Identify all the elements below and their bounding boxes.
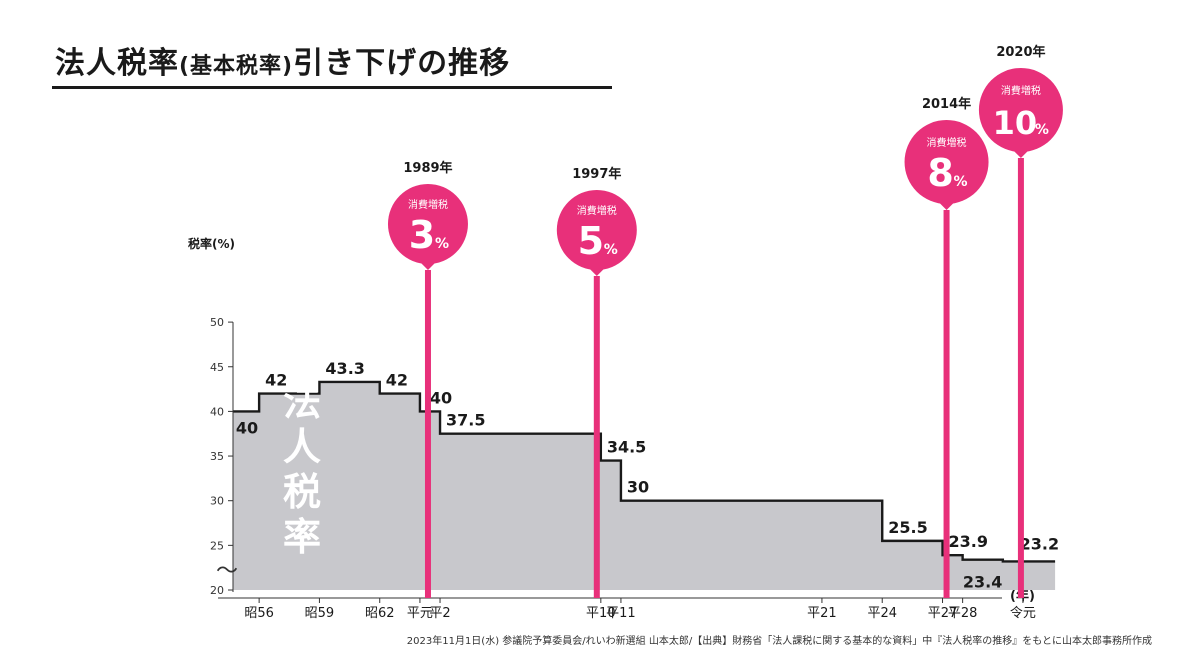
- event-rate: 10: [993, 104, 1038, 142]
- title-tail: 引き下げの推移: [293, 46, 511, 81]
- x-tick-label: 平24: [867, 606, 897, 621]
- y-tick-label: 50: [210, 316, 224, 329]
- event-year-label: 1997年: [572, 166, 621, 182]
- event-badge: [556, 190, 637, 270]
- data-label: 25.5: [888, 518, 927, 537]
- y-tick-label: 40: [210, 405, 224, 418]
- title-main: 法人税率: [55, 46, 179, 81]
- chart-title: 法人税率(基本税率)引き下げの推移: [55, 38, 510, 82]
- data-label: 42: [386, 371, 408, 390]
- area-label-char: 税: [283, 470, 321, 514]
- data-label: 23.9: [949, 532, 988, 551]
- y-tick-label: 25: [210, 539, 224, 552]
- y-tick-label: 20: [210, 584, 224, 597]
- event-rate: 8: [927, 151, 953, 195]
- event-badge: [387, 184, 468, 264]
- data-label: 40: [430, 388, 452, 407]
- x-tick-label: 令元: [1010, 606, 1036, 621]
- data-label: 23.2: [1020, 534, 1059, 553]
- source-note: 2023年11月1日(水) 参議院予算委員会/れいわ新選組 山本太郎/【出典】財…: [406, 636, 1152, 647]
- event-rate-unit: %: [954, 174, 968, 190]
- event-rate-unit: %: [1035, 122, 1049, 138]
- x-tick-label: 昭56: [244, 606, 274, 621]
- rate-step-line: [233, 380, 1056, 563]
- area-label-char: 法: [283, 380, 321, 424]
- data-label: 23.4: [963, 573, 1002, 592]
- x-tick-label: 昭59: [305, 606, 335, 621]
- data-label: 43.3: [325, 359, 364, 378]
- axis-break-symbol: 〜: [216, 559, 238, 584]
- y-tick-label: 30: [210, 495, 224, 508]
- x-tick-label: 平28: [948, 606, 978, 621]
- event-caption: 消費増税: [408, 198, 448, 211]
- x-tick-label: 平11: [606, 606, 636, 621]
- event-year-label: 2014年: [922, 96, 971, 112]
- event-rate: 3: [409, 213, 435, 257]
- area-fill: [233, 381, 1056, 590]
- event-caption: 消費増税: [577, 204, 617, 217]
- data-label: 40: [236, 418, 258, 437]
- event-caption: 消費増税: [927, 136, 967, 149]
- event-badge: [904, 120, 989, 204]
- event-rate: 5: [578, 219, 604, 263]
- title-paren: (基本税率): [179, 54, 294, 79]
- x-tick-label: 平2: [429, 606, 450, 621]
- x-tick-label: 平元: [407, 606, 433, 621]
- data-label: 30: [627, 478, 649, 497]
- event-rate-unit: %: [604, 242, 618, 258]
- y-axis-title: 税率(%): [188, 236, 235, 251]
- title-underline: [52, 86, 612, 89]
- event-year-label: 2020年: [996, 44, 1045, 60]
- x-tick-label: 昭62: [365, 606, 395, 621]
- x-tick-label: 平21: [807, 606, 837, 621]
- x-tick-label: 平27: [928, 606, 958, 621]
- data-label: 37.5: [446, 411, 485, 430]
- x-tick-label: 平10: [586, 606, 616, 621]
- data-label: 34.5: [607, 438, 646, 457]
- event-caption: 消費増税: [1001, 84, 1041, 97]
- data-label: 42: [265, 371, 287, 390]
- event-rate-unit: %: [435, 236, 449, 252]
- area-label-char: 人: [283, 425, 321, 469]
- event-badge: [978, 68, 1063, 152]
- y-tick-label: 35: [210, 450, 224, 463]
- event-year-label: 1989年: [403, 160, 452, 176]
- y-tick-label: 45: [210, 361, 224, 374]
- area-label-char: 率: [283, 515, 321, 559]
